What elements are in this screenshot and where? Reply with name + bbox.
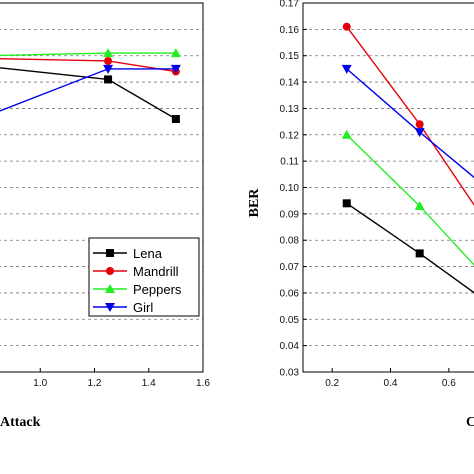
right-y-tick-label: 0.10 (280, 183, 300, 194)
right-point-mandrill (415, 120, 424, 129)
right-y-tick-label: 0.08 (280, 236, 300, 247)
right-point-lena (415, 249, 424, 258)
right-y-tick-label: 0.17 (280, 0, 300, 10)
right-y-tick-label: 0.14 (280, 78, 300, 89)
right-y-tick-label: 0.15 (280, 51, 300, 62)
right-x-tick-label: 0.2 (325, 378, 339, 389)
left-point-lena (104, 75, 113, 84)
left-point-peppers (103, 48, 114, 58)
left-x-tick-label: 1.0 (33, 378, 47, 389)
legend-label-lena: Lena (133, 246, 163, 261)
left-series-line-girl (0, 68, 176, 112)
right-y-tick-label: 0.07 (280, 262, 300, 273)
right-y-tick-label: 0.16 (280, 25, 300, 36)
right-series-line-lena (346, 202, 474, 294)
right-point-lena (342, 199, 351, 208)
right-chart: 0.03 0.04 0.05 0.06 0.07 0.08 0.09 0.10 0.11 0.12… (280, 0, 474, 389)
legend-marker-peppers (105, 284, 115, 293)
right-x-tick-label: 0.6 (442, 378, 456, 389)
legend-label-peppers: Peppers (133, 282, 182, 297)
right-series-line-girl (346, 68, 474, 179)
left-x-tick-label: 1.2 (88, 378, 102, 389)
right-y-tick-label: 0.12 (280, 130, 300, 141)
left-chart: 1.0 1.2 1.4 1.6 Lena Mandrill Peppers Girl (0, 2, 210, 389)
right-x-axis-title: C (466, 415, 474, 430)
legend-marker-lena (106, 249, 114, 257)
left-point-peppers (170, 48, 181, 58)
right-y-tick-label: 0.09 (280, 209, 300, 220)
right-point-girl (341, 64, 352, 74)
left-point-girl (103, 64, 114, 74)
legend-label-mandrill: Mandrill (133, 264, 179, 279)
legend-marker-mandrill (106, 267, 114, 275)
right-y-tick-label: 0.13 (280, 104, 300, 115)
right-x-tick-label: 0.4 (384, 378, 398, 389)
right-point-peppers (341, 129, 352, 139)
left-point-lena (171, 114, 180, 123)
right-y-tick-label: 0.05 (280, 315, 300, 326)
right-y-tick-label: 0.11 (280, 157, 299, 168)
left-series-group (0, 48, 181, 123)
right-series-group (341, 22, 474, 294)
left-x-tick-label: 1.4 (142, 378, 156, 389)
right-y-tick-label: 0.06 (280, 288, 300, 299)
left-x-tick-label: 1.6 (196, 378, 210, 389)
right-y-tick-label: 0.03 (280, 368, 300, 379)
right-series-line-mandrill (346, 26, 474, 207)
legend-label-girl: Girl (133, 300, 153, 315)
right-point-mandrill (342, 22, 351, 31)
legend-marker-girl (105, 303, 115, 312)
right-y-tick-label: 0.04 (280, 341, 300, 352)
right-series-line-peppers (346, 134, 474, 266)
left-point-mandrill (104, 56, 113, 65)
right-point-peppers (414, 200, 425, 210)
left-x-axis-title: Attack (0, 415, 41, 430)
right-y-axis-title: BER (247, 188, 262, 218)
left-series-line-lena (0, 67, 177, 120)
left-point-girl (170, 64, 181, 74)
right-point-girl (414, 128, 425, 138)
